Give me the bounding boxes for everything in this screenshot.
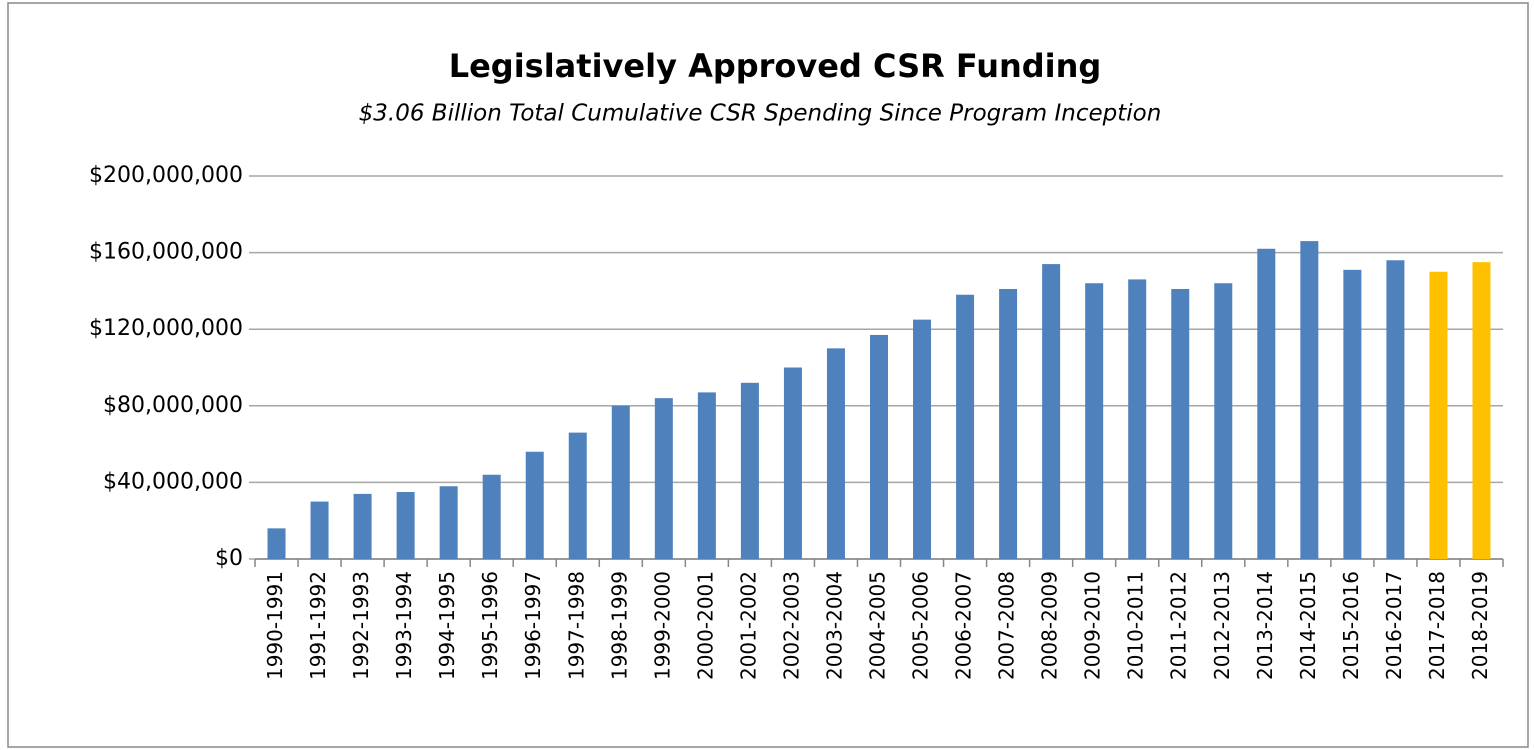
x-tick-label: 2008-2009 bbox=[1038, 571, 1062, 680]
bar bbox=[1300, 241, 1319, 560]
x-tick-label: 2005-2006 bbox=[909, 571, 933, 680]
x-tick-label: 2009-2010 bbox=[1081, 571, 1105, 680]
bar bbox=[439, 486, 458, 559]
bar bbox=[267, 528, 286, 559]
bar bbox=[1343, 269, 1362, 559]
bar bbox=[999, 288, 1018, 559]
x-tick-label: 1992-1993 bbox=[349, 571, 373, 680]
bar bbox=[353, 493, 372, 559]
x-tick-label: 2012-2013 bbox=[1210, 571, 1234, 680]
y-tick-label: $120,000,000 bbox=[89, 316, 243, 341]
bar bbox=[1214, 283, 1233, 559]
x-tick-label: 2014-2015 bbox=[1296, 571, 1320, 680]
bar bbox=[611, 405, 630, 559]
y-tick-label: $80,000,000 bbox=[103, 393, 243, 418]
x-tick-label: 1991-1992 bbox=[306, 571, 330, 680]
bar bbox=[1472, 262, 1491, 559]
bar bbox=[870, 334, 888, 559]
bar bbox=[956, 294, 975, 559]
y-tick-label: $0 bbox=[215, 546, 243, 571]
bar bbox=[482, 474, 501, 559]
bar bbox=[783, 367, 802, 559]
x-tick-label: 1997-1998 bbox=[564, 571, 588, 680]
bar bbox=[1128, 279, 1147, 559]
bar bbox=[1171, 288, 1190, 559]
x-tick-label: 2010-2011 bbox=[1124, 571, 1148, 680]
bar bbox=[1386, 260, 1405, 559]
x-tick-label: 2013-2014 bbox=[1253, 571, 1277, 680]
y-tick-label: $40,000,000 bbox=[103, 469, 243, 494]
bar bbox=[740, 382, 759, 559]
x-tick-label: 1993-1994 bbox=[392, 571, 416, 680]
bar bbox=[913, 319, 932, 559]
bar bbox=[568, 432, 587, 559]
x-tick-label: 1994-1995 bbox=[435, 571, 459, 680]
x-tick-label: 2000-2001 bbox=[693, 571, 717, 680]
x-tick-label: 2003-2004 bbox=[822, 571, 846, 680]
bar bbox=[1429, 271, 1448, 559]
x-tick-label: 1996-1997 bbox=[521, 571, 545, 680]
bar bbox=[396, 491, 415, 559]
x-tick-label: 2011-2012 bbox=[1167, 571, 1191, 680]
y-tick-label: $160,000,000 bbox=[89, 240, 243, 265]
bar bbox=[1257, 248, 1276, 559]
x-tick-label: 2016-2017 bbox=[1382, 571, 1406, 680]
x-tick-label: 2015-2016 bbox=[1339, 571, 1363, 680]
x-tick-label: 2001-2002 bbox=[736, 571, 760, 680]
x-tick-label: 2007-2008 bbox=[995, 571, 1019, 680]
bar bbox=[1042, 264, 1061, 559]
x-tick-label: 2004-2005 bbox=[866, 571, 890, 680]
bar bbox=[310, 501, 329, 559]
x-tick-label: 2002-2003 bbox=[779, 571, 803, 680]
x-tick-label: 2018-2019 bbox=[1468, 571, 1492, 680]
x-tick-label: 1999-2000 bbox=[650, 571, 674, 680]
bar bbox=[654, 398, 673, 559]
x-tick-label: 1995-1996 bbox=[478, 571, 502, 680]
bar bbox=[697, 392, 716, 559]
x-tick-label: 2017-2018 bbox=[1425, 571, 1449, 680]
x-tick-label: 1998-1999 bbox=[607, 571, 631, 680]
bar bbox=[826, 348, 845, 559]
y-tick-label: $200,000,000 bbox=[89, 163, 243, 188]
chart-subtitle: $3.06 Billion Total Cumulative CSR Spend… bbox=[359, 101, 1162, 127]
x-tick-label: 2006-2007 bbox=[952, 571, 976, 680]
x-tick-label: 1990-1991 bbox=[263, 571, 287, 680]
bar bbox=[1085, 283, 1104, 559]
chart-title: Legislatively Approved CSR Funding bbox=[449, 47, 1102, 85]
bar bbox=[525, 451, 544, 559]
